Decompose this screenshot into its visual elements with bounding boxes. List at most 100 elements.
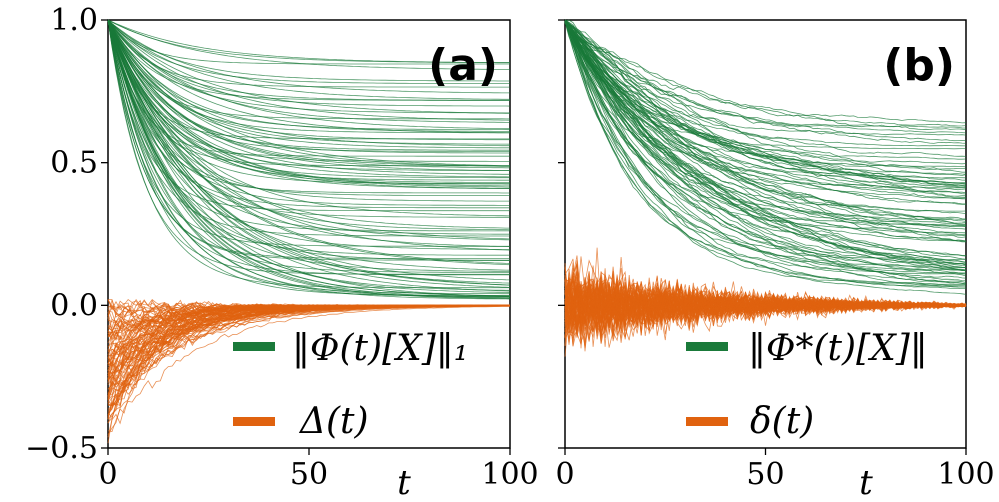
green-trajectory-88 [564,19,966,261]
green-trajectory-57 [564,19,967,286]
green-trajectory-57 [107,19,511,231]
green-trajectory-63 [107,19,511,281]
green-trajectory-39 [564,21,967,147]
green-trajectory-64 [564,20,967,243]
green-trajectory-58 [107,19,511,167]
green-trajectory-84 [564,19,967,275]
green-trajectory-74 [564,19,966,225]
green-trajectory-77 [107,19,510,202]
green-trajectory-92 [107,19,511,284]
green-trajectory-54 [107,19,510,262]
green-trajectory-76 [564,20,967,238]
x-tick-label: 0 [555,457,574,492]
green-trajectory-48 [107,19,510,157]
green-trajectory-22 [564,21,967,189]
green-trajectory-98 [107,19,510,141]
green-trajectory-95 [107,19,510,132]
legend-a-green-swatch [233,342,275,351]
green-trajectory-94 [107,19,510,94]
green-trajectory-67 [107,19,511,286]
green-trajectory-25 [564,21,967,263]
green-trajectory-62 [107,19,511,271]
green-trajectory-78 [564,20,966,173]
green-trajectory-88 [107,19,511,300]
green-trajectory-13 [564,19,967,230]
panel-a-label: (a) [428,40,498,91]
y-tick-label: 0.0 [50,288,98,323]
green-trajectory-82 [107,19,511,189]
panel-b-label: (b) [883,40,955,91]
green-trajectory-80 [107,19,510,149]
legend-a-orange-label: Δ(t) [298,401,369,442]
green-trajectory-37 [107,19,510,295]
legend-a-green-label: ‖Φ(t)[X]‖₁ [292,328,468,369]
green-trajectory-79 [107,19,510,154]
green-trajectory-47 [564,20,967,197]
green-trajectory-55 [564,22,967,264]
green-trajectory-44 [564,19,967,198]
panel-a-orange-lines [107,298,511,444]
green-trajectory-73 [564,20,967,186]
panel-b-orange-lines [564,247,967,357]
green-trajectory-86 [107,19,511,300]
green-trajectory-100 [107,19,510,187]
green-trajectory-29 [564,20,967,221]
green-trajectory-93 [107,19,511,247]
green-trajectory-61 [564,21,967,124]
green-trajectory-51 [564,20,967,242]
green-trajectory-61 [107,19,510,82]
green-trajectory-76 [107,19,511,145]
green-trajectory-90 [107,19,510,247]
legend-b-orange-swatch [686,417,728,426]
green-trajectory-90 [564,19,967,214]
green-trajectory-65 [107,19,510,297]
green-trajectory-73 [107,19,510,273]
green-trajectory-35 [564,20,967,191]
green-trajectory-42 [564,20,967,237]
green-trajectory-17 [107,19,511,293]
y-tick-label: −0.5 [25,431,98,466]
panel-a-ticks: 0 50 100 1.0 0.5 0.0 −0.5 [25,3,538,492]
x-tick-label: 50 [746,457,784,492]
panel-b-green-lines [564,19,967,295]
green-trajectory-83 [564,19,966,271]
green-trajectory-28 [107,19,511,266]
green-trajectory-81 [107,19,511,241]
green-trajectory-24 [564,19,966,274]
green-trajectory-42 [107,19,511,178]
legend-b-green-swatch [686,342,728,351]
green-trajectory-71 [564,19,967,242]
green-trajectory-13 [107,19,511,107]
green-trajectory-46 [107,19,510,296]
green-trajectory-59 [107,19,510,172]
orange-trajectory-100 [107,299,510,313]
green-trajectory-77 [564,19,967,187]
green-trajectory-43 [564,19,967,282]
panel-b-xlabel: t [859,463,873,502]
x-tick-label: 100 [481,457,538,492]
green-trajectory-78 [107,19,510,175]
green-trajectory-25 [107,19,510,114]
panel-a-xlabel: t [397,463,411,502]
green-trajectory-72 [107,19,510,101]
green-trajectory-84 [107,19,510,114]
x-tick-label: 0 [98,457,117,492]
green-trajectory-68 [107,19,510,297]
green-trajectory-96 [107,19,511,217]
panel-b: 0 50 100 (b) ‖Φ*(t)[X]‖ δ(t) t [555,19,995,502]
green-trajectory-35 [107,19,510,167]
panel-b-ticks: 0 50 100 [555,19,995,492]
green-trajectory-86 [564,20,967,268]
legend-a-orange-swatch [233,417,275,426]
green-trajectory-75 [107,19,510,184]
x-tick-label: 100 [937,457,994,492]
green-trajectory-99 [107,19,510,181]
green-trajectory-59 [564,19,967,199]
green-trajectory-49 [564,19,967,157]
green-trajectory-52 [564,21,967,234]
green-trajectory-15 [564,19,967,271]
green-trajectory-85 [107,19,510,64]
green-trajectory-47 [107,19,510,197]
